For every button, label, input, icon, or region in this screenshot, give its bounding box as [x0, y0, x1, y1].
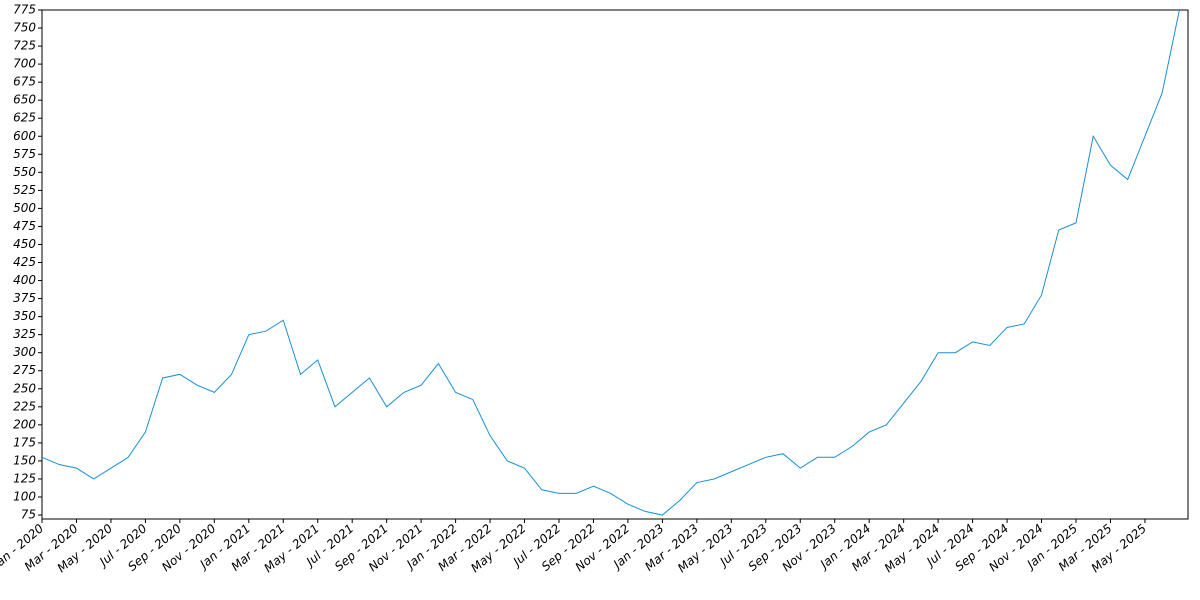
- y-tick-label: 75: [21, 508, 36, 522]
- y-tick-label: 750: [13, 21, 36, 35]
- y-tick-label: 475: [13, 219, 36, 233]
- y-tick-label: 200: [13, 417, 36, 431]
- y-tick-label: 150: [13, 453, 36, 467]
- y-tick-label: 275: [13, 363, 36, 377]
- plot-frame: [41, 9, 1189, 520]
- y-tick-label: 725: [13, 39, 36, 53]
- y-tick-label: 300: [13, 345, 36, 359]
- y-tick-label: 625: [13, 111, 36, 125]
- y-tick-label: 125: [13, 471, 36, 485]
- y-tick-label: 175: [13, 435, 36, 449]
- y-tick-label: 600: [13, 129, 36, 143]
- y-tick-label: 650: [13, 93, 36, 107]
- y-tick-label: 550: [13, 165, 36, 179]
- y-tick-label: 675: [13, 75, 36, 89]
- y-tick-label: 250: [13, 381, 36, 395]
- y-tick-label: 325: [13, 327, 36, 341]
- y-tick-label: 400: [13, 273, 36, 287]
- y-tick-label: 375: [13, 291, 36, 305]
- y-tick-label: 575: [13, 147, 36, 161]
- y-tick-label: 225: [13, 399, 36, 413]
- data-line: [41, 9, 1180, 516]
- y-tick-label: 775: [13, 3, 36, 17]
- y-tick-label: 425: [13, 255, 36, 269]
- y-tick-label: 700: [13, 57, 36, 71]
- y-tick-label: 350: [13, 309, 36, 323]
- y-tick-label: 100: [13, 489, 36, 503]
- y-tick-label: 525: [13, 183, 36, 197]
- y-tick-label: 450: [13, 237, 36, 251]
- y-tick-label: 500: [13, 201, 36, 215]
